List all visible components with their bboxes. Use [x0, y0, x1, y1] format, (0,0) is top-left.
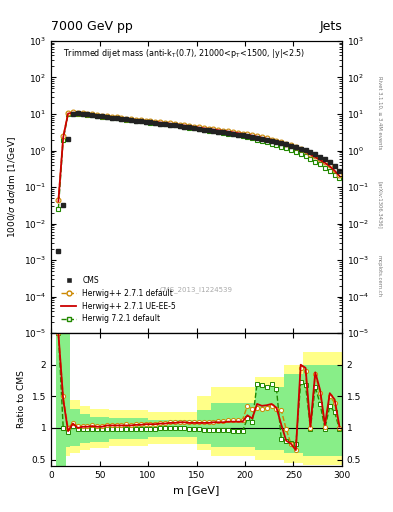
Text: Rivet 3.1.10, ≥ 3.4M events: Rivet 3.1.10, ≥ 3.4M events [377, 76, 382, 150]
Text: CMS_2013_I1224539: CMS_2013_I1224539 [160, 286, 233, 293]
Text: [arXiv:1306.3436]: [arXiv:1306.3436] [377, 181, 382, 229]
Text: mcplots.cern.ch: mcplots.cern.ch [377, 255, 382, 297]
Text: Jets: Jets [319, 20, 342, 33]
X-axis label: m [GeV]: m [GeV] [173, 485, 220, 495]
Legend: CMS, Herwig++ 2.7.1 default, Herwig++ 2.7.1 UE-EE-5, Herwig 7.2.1 default: CMS, Herwig++ 2.7.1 default, Herwig++ 2.… [58, 273, 179, 326]
Text: 7000 GeV pp: 7000 GeV pp [51, 20, 133, 33]
Y-axis label: 1000/$\sigma$ d$\sigma$/dm [1/GeV]: 1000/$\sigma$ d$\sigma$/dm [1/GeV] [6, 136, 18, 238]
Text: Trimmed dijet mass (anti-k$_\mathrm{T}$(0.7), 21000<p$_\mathrm{T}$<1500, |y|<2.5: Trimmed dijet mass (anti-k$_\mathrm{T}$(… [63, 47, 305, 60]
Y-axis label: Ratio to CMS: Ratio to CMS [17, 371, 26, 429]
